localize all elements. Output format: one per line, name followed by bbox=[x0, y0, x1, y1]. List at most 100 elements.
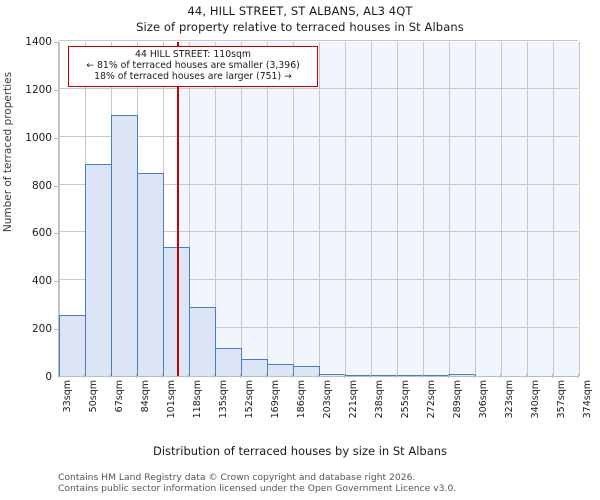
gridline-vertical bbox=[527, 42, 528, 376]
y-axis-tick-label: 800 bbox=[31, 179, 52, 192]
gridline-vertical bbox=[241, 42, 242, 376]
x-axis-tick-label: 306sqm bbox=[478, 380, 489, 419]
gridline-vertical bbox=[215, 42, 216, 376]
x-axis-tick-label: 323sqm bbox=[504, 380, 515, 419]
histogram-bar bbox=[241, 358, 268, 376]
x-axis-tick-mark bbox=[552, 374, 553, 378]
x-axis-tick-label: 50sqm bbox=[88, 380, 99, 413]
gridline-vertical bbox=[553, 42, 554, 376]
x-axis-tick-label: 374sqm bbox=[582, 380, 593, 419]
gridline-vertical bbox=[293, 42, 294, 376]
histogram-bar bbox=[449, 373, 476, 376]
x-axis-tick-label: 203sqm bbox=[322, 380, 333, 419]
histogram-bar bbox=[59, 314, 86, 376]
y-axis-tick-mark bbox=[54, 42, 58, 43]
histogram-bar bbox=[189, 306, 216, 376]
gridline-vertical bbox=[423, 42, 424, 376]
footer-line-1: Contains HM Land Registry data © Crown c… bbox=[58, 472, 416, 483]
x-axis-tick-mark bbox=[136, 374, 137, 378]
y-axis-tick-label: 200 bbox=[31, 323, 52, 336]
histogram-bar bbox=[85, 164, 112, 376]
histogram-bar bbox=[371, 374, 398, 376]
x-axis-tick-mark bbox=[214, 374, 215, 378]
x-axis-tick-mark bbox=[448, 374, 449, 378]
x-axis-tick-mark bbox=[344, 374, 345, 378]
gridline-vertical bbox=[319, 42, 320, 376]
gridline-vertical bbox=[579, 42, 580, 376]
chart-title: 44, HILL STREET, ST ALBANS, AL3 4QT bbox=[187, 4, 413, 18]
y-axis-tick-label: 600 bbox=[31, 227, 52, 240]
x-axis-ticks: 33sqm 50sqm 67sqm 84sqm 101sqm 118sqm 135sqm 15… bbox=[58, 374, 593, 440]
histogram-bar bbox=[345, 374, 372, 376]
y-axis-tick-mark bbox=[54, 281, 58, 283]
x-axis-tick-label: 221sqm bbox=[348, 380, 359, 419]
x-axis-tick-mark bbox=[578, 374, 579, 378]
property-annotation-box: 44 HILL STREET: 110sqm ← 81% of terraced… bbox=[68, 46, 318, 87]
x-axis-tick-label: 186sqm bbox=[296, 380, 307, 419]
x-axis-tick-mark bbox=[162, 374, 163, 378]
larger-region-shading bbox=[176, 42, 579, 376]
y-axis-tick-mark bbox=[54, 233, 58, 235]
x-axis-tick-label: 67sqm bbox=[114, 380, 125, 413]
histogram-bar bbox=[423, 374, 450, 376]
x-axis-tick-mark bbox=[526, 374, 527, 378]
x-axis-tick-mark bbox=[292, 374, 293, 378]
x-axis-tick-label: 169sqm bbox=[270, 380, 281, 419]
y-axis-tick-mark bbox=[54, 329, 58, 331]
x-axis-tick-mark bbox=[188, 374, 189, 378]
annotation-line-3: 18% of terraced houses are larger (751) … bbox=[94, 71, 292, 83]
y-axis-tick-label: 1400 bbox=[25, 36, 52, 48]
gridline-horizontal bbox=[59, 183, 578, 185]
x-axis-tick-mark bbox=[84, 374, 85, 378]
gridline-vertical bbox=[345, 42, 346, 376]
gridline-horizontal bbox=[59, 279, 578, 281]
histogram-bar bbox=[111, 115, 138, 376]
gridline-horizontal bbox=[59, 135, 578, 137]
x-axis-tick-label: 84sqm bbox=[140, 380, 151, 413]
gridline-horizontal bbox=[59, 327, 578, 329]
histogram-bar bbox=[137, 172, 164, 376]
x-axis-tick-label: 340sqm bbox=[530, 380, 541, 419]
x-axis-tick-label: 255sqm bbox=[400, 380, 411, 419]
x-axis-tick-mark bbox=[422, 374, 423, 378]
annotation-line-1: 44 HILL STREET: 110sqm bbox=[135, 49, 251, 60]
x-axis-tick-mark bbox=[266, 374, 267, 378]
chart-subtitle: Size of property relative to terraced ho… bbox=[136, 20, 464, 34]
x-axis-title: Distribution of terraced houses by size … bbox=[152, 444, 448, 458]
x-axis-tick-label: 101sqm bbox=[166, 380, 177, 419]
y-axis-tick-mark bbox=[54, 89, 58, 91]
x-axis-tick-label: 118sqm bbox=[192, 380, 203, 419]
x-axis-tick-label: 289sqm bbox=[452, 380, 463, 419]
gridline-horizontal bbox=[59, 87, 578, 89]
gridline-vertical bbox=[501, 42, 502, 376]
gridline-vertical bbox=[475, 42, 476, 376]
property-size-marker-line bbox=[176, 42, 179, 376]
histogram-bar bbox=[163, 246, 190, 376]
footer-attribution: Contains HM Land Registry data © Crown c… bbox=[58, 472, 598, 494]
x-axis-tick-mark bbox=[318, 374, 319, 378]
x-axis-tick-label: 357sqm bbox=[556, 380, 567, 419]
x-axis-tick-mark bbox=[240, 374, 241, 378]
gridline-horizontal bbox=[59, 231, 578, 233]
histogram-bar bbox=[267, 363, 294, 376]
x-axis-tick-mark bbox=[474, 374, 475, 378]
annotation-line-2: ← 81% of terraced houses are smaller (3,… bbox=[86, 60, 300, 72]
y-axis-tick-label: 0 bbox=[45, 371, 52, 383]
gridline-horizontal bbox=[59, 40, 578, 41]
gridline-vertical bbox=[59, 42, 60, 376]
gridline-vertical bbox=[397, 42, 398, 376]
gridline-vertical bbox=[371, 42, 372, 376]
y-axis-tick-label: 1200 bbox=[25, 83, 52, 96]
x-axis-tick-mark bbox=[58, 374, 59, 378]
histogram-bar bbox=[293, 365, 320, 376]
histogram-bar bbox=[215, 348, 242, 376]
gridline-vertical bbox=[267, 42, 268, 376]
y-axis-tick-label: 400 bbox=[31, 275, 52, 288]
gridline-vertical bbox=[189, 42, 190, 376]
x-axis-tick-mark bbox=[110, 374, 111, 378]
x-axis-tick-mark bbox=[500, 374, 501, 378]
y-axis-tick-mark bbox=[54, 137, 58, 139]
histogram-bar bbox=[319, 374, 346, 376]
y-axis-tick-mark bbox=[54, 185, 58, 187]
